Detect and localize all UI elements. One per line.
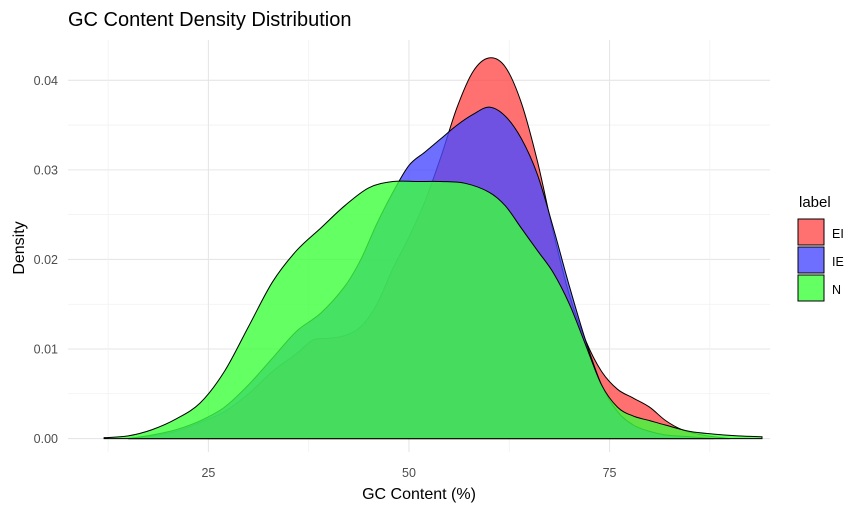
chart-title: GC Content Density Distribution [68,9,351,31]
legend-key-n [797,274,825,302]
y-axis-label: Density [11,221,28,274]
legend-key-ie [797,246,825,274]
x-tick-label: 75 [603,466,617,480]
density-area-n [103,180,763,440]
y-tick-label: 0.01 [34,343,58,357]
y-tick-label: 0.04 [34,74,58,88]
y-tick-label: 0.03 [34,163,58,177]
legend-label-n: N [832,283,841,297]
legend-key-ei [797,218,825,246]
y-tick-label: 0.02 [34,253,58,267]
legend-label-ie: IE [832,255,844,269]
x-axis: 25 50 75 [201,466,616,480]
x-axis-label: GC Content (%) [362,486,476,503]
legend-title: label [799,194,831,211]
y-axis: 0.00 0.01 0.02 0.03 0.04 [34,74,58,446]
x-tick-label: 25 [201,466,215,480]
x-tick-label: 50 [402,466,416,480]
y-tick-label: 0.00 [34,432,58,446]
legend: label EI IE N [797,194,844,302]
legend-label-ei: EI [832,227,844,241]
density-areas [103,57,763,440]
